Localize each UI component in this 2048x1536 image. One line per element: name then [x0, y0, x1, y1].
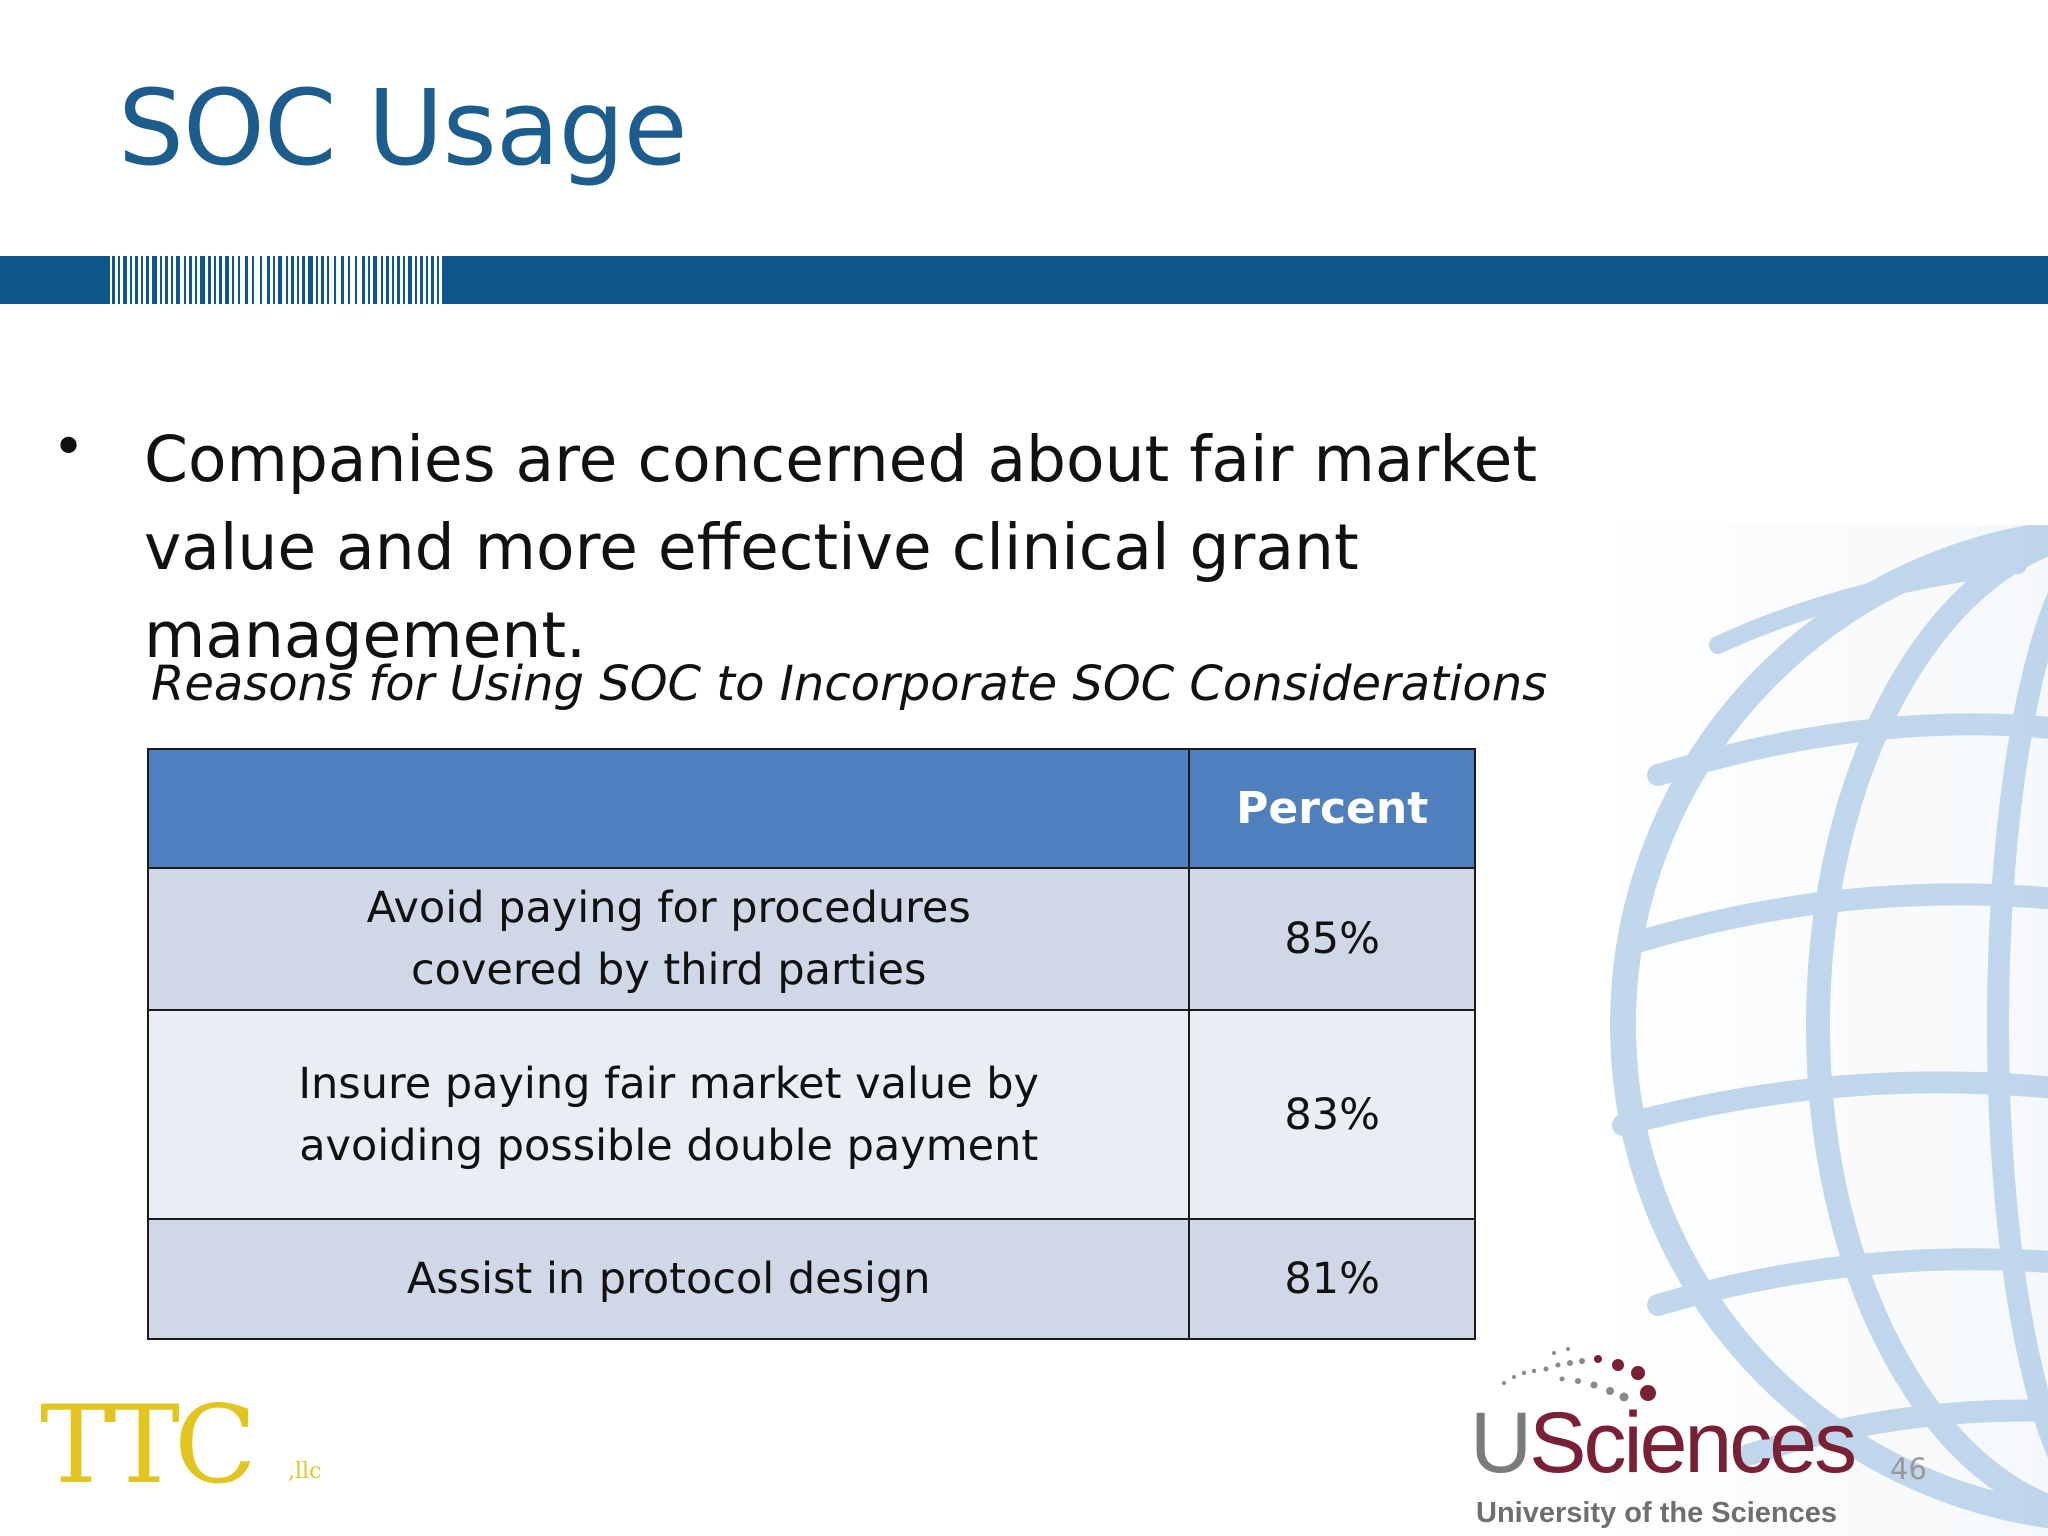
- ttc-logo: TTC ,llc: [40, 1386, 340, 1505]
- percent-cell: 85%: [1188, 867, 1476, 1011]
- usciences-wordmark-u: U: [1470, 1395, 1532, 1491]
- reasons-table: Percent Avoid paying for procedures cove…: [146, 748, 1476, 1340]
- percent-cell: 81%: [1188, 1218, 1476, 1340]
- bullet-dot: •: [52, 415, 86, 480]
- barcode-stripes: [110, 256, 445, 304]
- reason-line: Assist in protocol design: [406, 1254, 931, 1304]
- reason-line: covered by third parties: [411, 945, 927, 995]
- header-reason-cell: [146, 748, 1191, 869]
- reason-cell: Assist in protocol design: [146, 1218, 1191, 1340]
- reason-line: Insure paying fair market value by: [298, 1058, 1039, 1109]
- table-row: Insure paying fair market value by avoid…: [146, 1009, 1476, 1220]
- reason-line: Avoid paying for procedures: [366, 883, 971, 933]
- reason-line: avoiding possible double payment: [299, 1120, 1039, 1171]
- slide-title: SOC Usage: [118, 67, 688, 189]
- ttc-logo-mark: TTC: [40, 1383, 257, 1508]
- table-header-row: Percent: [146, 748, 1476, 869]
- table-row: Avoid paying for procedures covered by t…: [146, 867, 1476, 1011]
- usciences-logo: USciences University of the Sciences: [1460, 1345, 1880, 1536]
- reason-cell: Avoid paying for procedures covered by t…: [146, 867, 1191, 1011]
- usciences-dots-icon: [1502, 1347, 1656, 1402]
- bullet-text: Companies are concerned about fair marke…: [144, 423, 1538, 672]
- ttc-logo-suffix: ,llc: [288, 1459, 322, 1484]
- page-number: 46: [1890, 1452, 1927, 1486]
- usciences-wordmark-rest: Sciences: [1529, 1395, 1857, 1491]
- globe-watermark-icon: [1598, 525, 2048, 1536]
- table-caption: Reasons for Using SOC to Incorporate SOC…: [151, 656, 1548, 712]
- percent-cell: 83%: [1188, 1009, 1476, 1220]
- reason-cell: Insure paying fair market value by avoid…: [146, 1009, 1191, 1220]
- table-row: Assist in protocol design 81%: [146, 1218, 1476, 1340]
- usciences-wordmark: USciences: [1470, 1400, 1857, 1486]
- usciences-subtitle: University of the Sciences: [1476, 1497, 1838, 1529]
- header-percent-cell: Percent: [1188, 748, 1476, 869]
